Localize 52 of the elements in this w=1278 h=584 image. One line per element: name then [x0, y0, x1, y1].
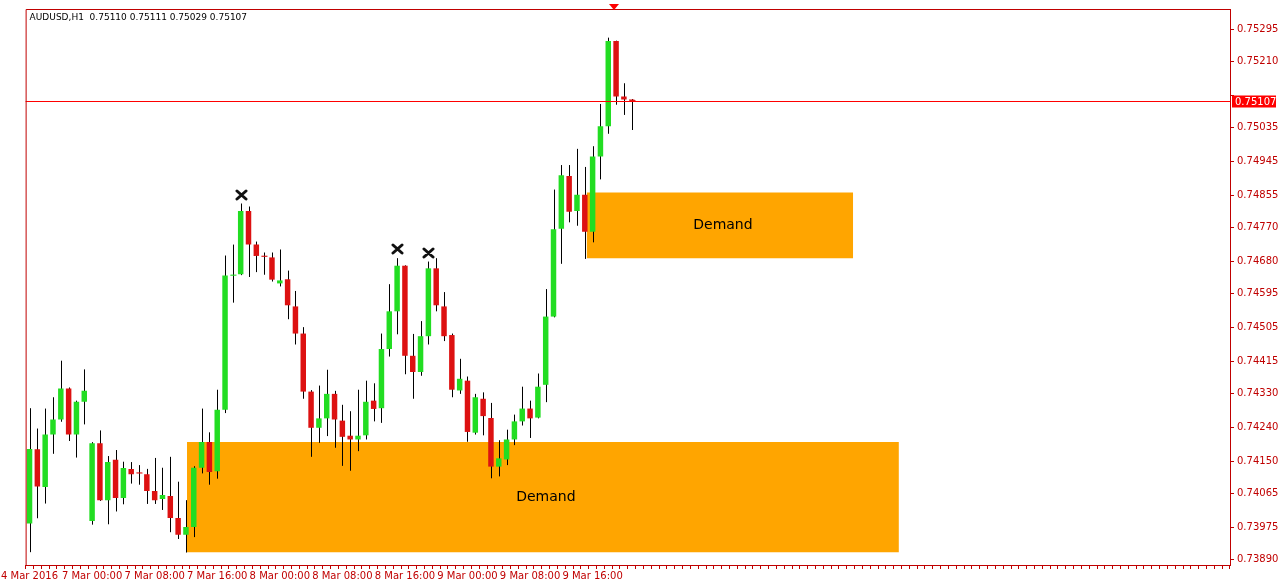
- candlestick: [527, 400, 533, 439]
- candlestick: [144, 468, 150, 505]
- candlestick: [128, 461, 134, 485]
- candlestick: [183, 499, 189, 554]
- y-tick-label: 0.75295: [1237, 23, 1278, 35]
- x-tick-label: 9 Mar 08:00: [499, 569, 561, 581]
- candlestick: [316, 385, 322, 444]
- y-tick-label: 0.74595: [1237, 287, 1278, 299]
- band-label: Demand: [693, 216, 753, 233]
- band-label: Demand: [516, 487, 576, 504]
- ref-line-label: 0.75107: [1235, 95, 1277, 107]
- candlestick: [167, 456, 174, 533]
- candlestick: [621, 82, 627, 116]
- candlestick: [277, 248, 283, 287]
- x-tick-label: 9 Mar 00:00: [437, 569, 498, 581]
- y-tick-label: 0.73975: [1237, 520, 1278, 532]
- candlestick: [410, 333, 416, 400]
- x-tick-label: 7 Mar 16:00: [187, 569, 248, 581]
- candlestick: [496, 439, 502, 477]
- candlestick: [269, 252, 275, 283]
- candlestick: [503, 429, 510, 466]
- y-tick-label: 0.74680: [1237, 255, 1278, 267]
- candlestick: [339, 404, 346, 467]
- y-tick-label: 0.74240: [1237, 421, 1278, 433]
- x-tick-label: 9 Mar 16:00: [562, 569, 623, 581]
- x-tick-label: 7 Mar 00:00: [61, 569, 123, 581]
- candlestick: [175, 481, 181, 540]
- y-tick-label: 0.74150: [1237, 454, 1278, 466]
- y-tick-label: 0.74945: [1237, 155, 1278, 167]
- candlestick: [480, 391, 486, 436]
- candlestick: [50, 396, 56, 455]
- y-tick-label: 0.74770: [1237, 221, 1278, 233]
- candlestick: [230, 244, 237, 304]
- y-tick-label: 0.74065: [1237, 486, 1278, 498]
- y-tick-label: 0.74330: [1237, 387, 1278, 399]
- x-tick-label: 4 Mar 2016: [1, 569, 59, 581]
- y-tick-label: 0.75210: [1237, 55, 1278, 67]
- x-tick-label: 7 Mar 08:00: [124, 569, 185, 581]
- y-tick-label: 0.75035: [1237, 121, 1278, 133]
- x-tick-label: 8 Mar 08:00: [312, 569, 373, 581]
- y-tick-label: 0.73890: [1237, 552, 1278, 564]
- candlestick: [574, 148, 580, 227]
- x-tick-label: 8 Mar 00:00: [249, 569, 310, 581]
- candlestick: [81, 368, 88, 425]
- y-tick-label: 0.74855: [1237, 189, 1278, 201]
- y-tick-label: 0.74415: [1237, 355, 1278, 367]
- candlestick: [511, 414, 518, 446]
- chart-title: AUDUSD,H1 0.75110 0.75111 0.75029 0.75107: [29, 12, 248, 23]
- y-tick-label: 0.74505: [1237, 321, 1278, 333]
- candlestick: [151, 457, 158, 505]
- candlestick: [519, 386, 525, 427]
- x-tick-label: 8 Mar 16:00: [374, 569, 436, 581]
